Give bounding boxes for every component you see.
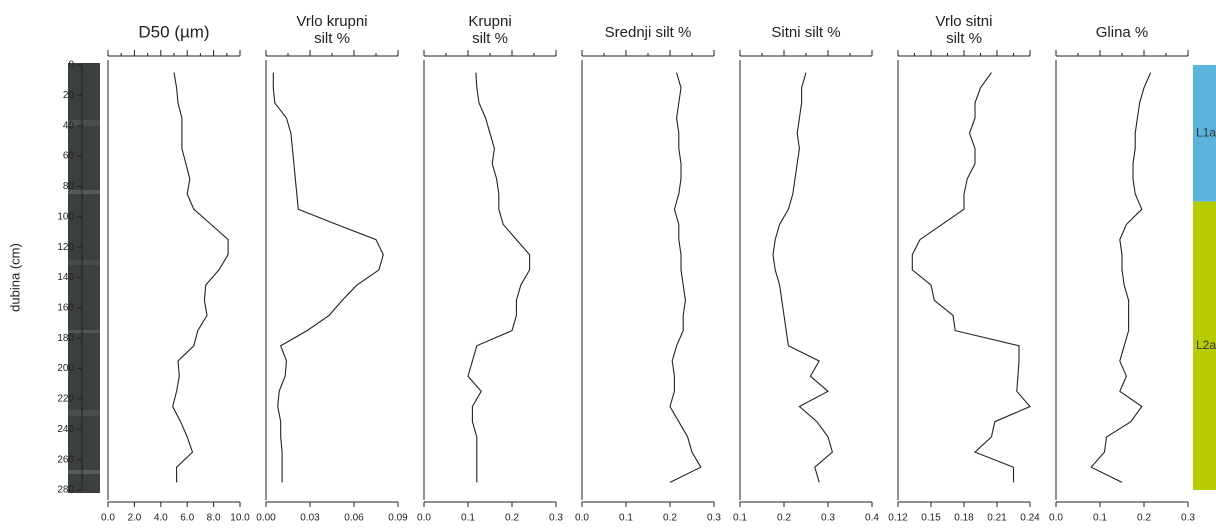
x-tick-label: 0.3 <box>821 513 835 524</box>
y-tick-label: 140 <box>57 272 74 283</box>
x-tick-label: 0.0 <box>417 513 431 524</box>
unit-block <box>1193 65 1216 202</box>
profile-line <box>467 72 531 483</box>
x-tick-label: 0.12 <box>888 513 908 524</box>
profile-line <box>172 72 229 483</box>
x-tick-label: 0.15 <box>921 513 941 524</box>
y-tick-label: 0 <box>68 60 74 71</box>
y-tick-label: 260 <box>57 454 74 465</box>
profile-line <box>272 72 384 483</box>
x-tick-label: 0.1 <box>461 513 475 524</box>
y-tick-label: 60 <box>63 151 75 162</box>
x-tick-label: 0.1 <box>1093 513 1107 524</box>
y-axis-label: dubina (cm) <box>7 243 22 312</box>
y-tick-label: 100 <box>57 211 74 222</box>
x-tick-label: 4.0 <box>154 513 168 524</box>
y-tick-label: 20 <box>63 90 75 101</box>
x-tick-label: 0.06 <box>344 513 364 524</box>
profile-line <box>669 72 702 483</box>
x-tick-label: 0.2 <box>777 513 791 524</box>
panel-title: D50 (µm) <box>138 22 209 41</box>
x-tick-label: 0.2 <box>505 513 519 524</box>
y-tick-label: 240 <box>57 424 74 435</box>
panel-title: Vrlo sitni <box>936 13 993 30</box>
panel-title: Vrlo krupni <box>296 13 367 30</box>
y-tick-label: 80 <box>63 181 75 192</box>
x-tick-label: 8.0 <box>207 513 221 524</box>
unit-label: L2a <box>1196 338 1216 352</box>
x-tick-label: 0.3 <box>549 513 563 524</box>
x-tick-label: 0.2 <box>1137 513 1151 524</box>
x-tick-label: 0.2 <box>663 513 677 524</box>
x-tick-label: 0.0 <box>575 513 589 524</box>
x-tick-label: 0.03 <box>300 513 320 524</box>
unit-label: L1a <box>1196 125 1216 139</box>
panel-title: Glina % <box>1096 24 1149 41</box>
x-tick-label: 0.3 <box>1181 513 1195 524</box>
y-tick-label: 120 <box>57 242 74 253</box>
unit-block <box>1193 201 1216 490</box>
panel-title: silt % <box>314 30 350 47</box>
x-tick-label: 0.24 <box>1020 513 1040 524</box>
x-tick-label: 0.18 <box>954 513 974 524</box>
x-tick-label: 0.0 <box>101 513 115 524</box>
panel-title: Sitni silt % <box>771 24 840 41</box>
x-tick-label: 2.0 <box>127 513 141 524</box>
x-tick-label: 0.4 <box>865 513 879 524</box>
panel-title: Krupni <box>468 13 511 30</box>
x-tick-label: 0.1 <box>733 513 747 524</box>
x-tick-label: 0.1 <box>619 513 633 524</box>
y-tick-label: 40 <box>63 120 75 131</box>
panel-title: Srednji silt % <box>605 24 692 41</box>
profile-line <box>772 72 834 483</box>
x-tick-label: 10.0 <box>230 513 250 524</box>
x-tick-label: 0.00 <box>256 513 276 524</box>
x-tick-label: 0.0 <box>1049 513 1063 524</box>
profile-line <box>1090 72 1152 483</box>
y-tick-label: 160 <box>57 302 74 313</box>
x-tick-label: 6.0 <box>180 513 194 524</box>
x-tick-label: 0.3 <box>707 513 721 524</box>
y-tick-label: 200 <box>57 363 74 374</box>
core-image <box>68 63 100 493</box>
panel-title: silt % <box>946 30 982 47</box>
x-tick-label: 0.09 <box>388 513 408 524</box>
y-tick-label: 220 <box>57 394 74 405</box>
panel-title: silt % <box>472 30 508 47</box>
y-tick-label: 280 <box>57 485 74 496</box>
x-tick-label: 0.21 <box>987 513 1007 524</box>
profile-line <box>911 72 1031 483</box>
y-tick-label: 180 <box>57 333 74 344</box>
